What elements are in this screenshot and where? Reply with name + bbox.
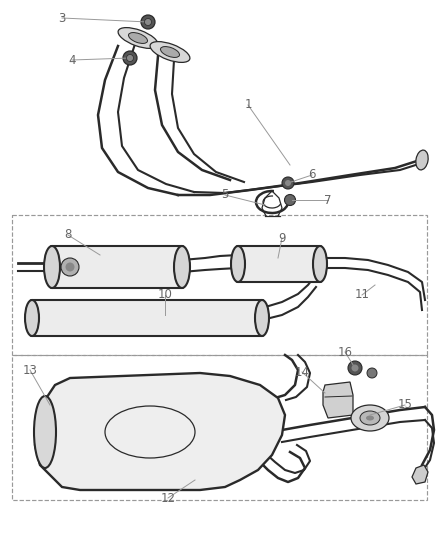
- Ellipse shape: [313, 246, 327, 282]
- Circle shape: [66, 262, 74, 271]
- Text: 3: 3: [58, 12, 66, 25]
- Circle shape: [285, 195, 296, 206]
- Text: 16: 16: [338, 345, 353, 359]
- Circle shape: [127, 54, 134, 61]
- Ellipse shape: [416, 150, 428, 170]
- Circle shape: [145, 19, 152, 26]
- Circle shape: [282, 177, 294, 189]
- Polygon shape: [323, 382, 353, 418]
- Text: 10: 10: [158, 288, 173, 302]
- Text: 5: 5: [221, 189, 229, 201]
- Text: 9: 9: [278, 231, 286, 245]
- Text: 13: 13: [23, 364, 37, 376]
- Text: 7: 7: [324, 193, 332, 206]
- Text: 15: 15: [398, 399, 413, 411]
- Bar: [12, 355, 427, 500]
- Ellipse shape: [255, 300, 269, 336]
- Ellipse shape: [360, 411, 380, 425]
- Text: 6: 6: [308, 168, 316, 182]
- Circle shape: [141, 15, 155, 29]
- Ellipse shape: [34, 396, 56, 468]
- Ellipse shape: [351, 405, 389, 431]
- Circle shape: [285, 180, 291, 186]
- Polygon shape: [412, 465, 428, 484]
- FancyBboxPatch shape: [30, 300, 264, 336]
- Text: 14: 14: [294, 366, 310, 378]
- Circle shape: [61, 258, 79, 276]
- Ellipse shape: [174, 246, 190, 288]
- Circle shape: [123, 51, 137, 65]
- Text: 4: 4: [68, 53, 76, 67]
- Ellipse shape: [160, 46, 180, 58]
- Circle shape: [367, 368, 377, 378]
- Bar: [12, 215, 427, 355]
- Ellipse shape: [231, 246, 245, 282]
- Ellipse shape: [25, 300, 39, 336]
- Polygon shape: [35, 373, 285, 490]
- Text: 11: 11: [354, 288, 370, 302]
- FancyBboxPatch shape: [236, 246, 322, 282]
- Circle shape: [352, 365, 358, 372]
- Text: 8: 8: [64, 229, 72, 241]
- Ellipse shape: [366, 416, 374, 421]
- Text: 1: 1: [244, 99, 252, 111]
- Ellipse shape: [44, 246, 60, 288]
- Ellipse shape: [150, 42, 190, 62]
- Text: 12: 12: [160, 491, 176, 505]
- Circle shape: [348, 361, 362, 375]
- Ellipse shape: [118, 28, 158, 49]
- Ellipse shape: [128, 33, 148, 43]
- FancyBboxPatch shape: [50, 246, 184, 288]
